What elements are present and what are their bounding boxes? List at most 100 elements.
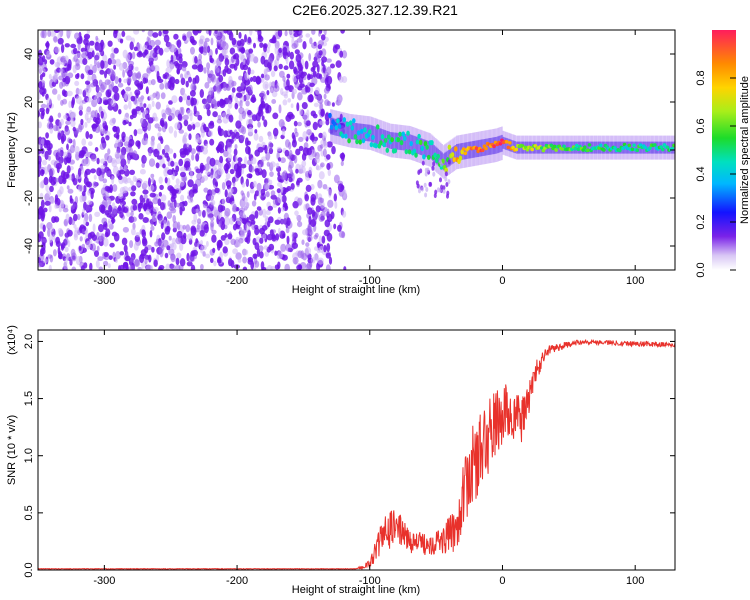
noise-speck <box>47 155 51 161</box>
noise-speck <box>175 165 180 173</box>
ridge-point <box>434 157 439 164</box>
noise-speck <box>228 31 234 41</box>
noise-speck <box>179 206 183 216</box>
ridge-halo <box>456 135 458 170</box>
tail-speck <box>417 170 421 175</box>
noise-speck <box>74 145 80 155</box>
noise-speck <box>294 210 299 216</box>
noise-speck <box>104 79 111 85</box>
tail-speck <box>429 181 433 187</box>
noise-speck <box>251 114 258 122</box>
noise-speck <box>262 43 268 49</box>
noise-speck <box>145 208 151 215</box>
noise-speck <box>200 224 204 231</box>
noise-speck <box>103 251 109 258</box>
noise-speck <box>189 194 193 203</box>
noise-speck <box>245 180 249 186</box>
colorbar: 0.0 0.2 0.4 0.6 0.8 Normalized spectral ampl… <box>695 30 750 278</box>
noise-speck <box>94 147 99 152</box>
noise-speck <box>64 246 69 253</box>
ridge-halo <box>438 141 441 176</box>
y-tick-label: 1.0 <box>23 448 35 463</box>
noise-speck <box>213 102 218 110</box>
noise-speck <box>102 178 108 184</box>
noise-speck <box>88 141 93 147</box>
ridge-halo <box>404 125 406 159</box>
noise-speck <box>152 197 159 205</box>
noise-speck <box>209 55 213 63</box>
ridge-band <box>352 122 355 140</box>
noise-speck <box>306 129 312 136</box>
ridge-point <box>562 144 566 149</box>
ridge-halo <box>340 111 343 146</box>
noise-speck <box>203 40 208 49</box>
noise-speck <box>151 246 155 253</box>
noise-speck <box>297 92 303 101</box>
noise-speck <box>171 188 177 197</box>
noise-speck <box>240 228 246 237</box>
spectrogram-y-ticks: -40 -20 0 20 40 <box>23 48 675 254</box>
noise-speck <box>135 106 141 112</box>
noise-speck <box>286 78 290 88</box>
ridge-band <box>587 141 589 154</box>
noise-speck <box>258 104 264 112</box>
noise-speck <box>71 96 75 106</box>
ridge-band <box>588 141 591 154</box>
noise-speck <box>162 163 166 169</box>
noise-speck <box>297 62 303 71</box>
noise-speck <box>114 257 118 263</box>
noise-speck <box>57 112 62 118</box>
noise-speck <box>211 234 217 243</box>
ridge-halo <box>388 123 390 157</box>
ridge-halo <box>348 113 351 148</box>
noise-speck <box>250 260 255 270</box>
noise-speck <box>245 145 251 155</box>
noise-speck <box>117 193 124 199</box>
noise-speck <box>343 266 347 270</box>
snr-ylabel: SNR (10 * v/v) <box>6 415 18 485</box>
noise-speck <box>309 37 313 45</box>
noise-speck <box>296 214 299 220</box>
noise-speck <box>189 169 193 179</box>
ridge-point <box>390 137 394 143</box>
noise-speck <box>48 235 53 243</box>
noise-speck <box>43 88 47 95</box>
x-tick-label: 0 <box>499 575 505 587</box>
noise-speck <box>225 180 232 188</box>
ridge-band <box>487 138 490 155</box>
noise-speck <box>292 74 297 83</box>
ridge-band <box>424 139 426 157</box>
ridge-point <box>426 154 431 160</box>
noise-speck <box>111 231 118 237</box>
noise-speck <box>276 188 281 194</box>
noise-speck <box>291 231 295 240</box>
ridge-band <box>344 121 347 138</box>
ridge-point <box>358 139 363 145</box>
noise-speck <box>218 30 224 37</box>
noise-speck <box>79 195 84 203</box>
noise-speck <box>188 133 192 141</box>
noise-speck <box>318 171 325 180</box>
noise-speck <box>251 200 257 207</box>
noise-speck <box>281 128 286 136</box>
noise-speck <box>287 111 294 118</box>
noise-speck <box>67 188 74 194</box>
ridge-point <box>672 143 675 148</box>
noise-speck <box>285 55 289 65</box>
ridge-band <box>372 125 374 143</box>
noise-speck <box>273 84 280 92</box>
noise-speck <box>57 32 62 39</box>
noise-speck <box>254 210 259 219</box>
noise-speck <box>78 124 83 133</box>
noise-speck <box>85 221 90 227</box>
noise-speck <box>292 201 299 209</box>
noise-speck <box>241 126 247 135</box>
noise-speck <box>68 100 72 108</box>
noise-speck <box>207 90 213 98</box>
noise-speck <box>46 50 51 58</box>
noise-speck <box>47 254 53 259</box>
noise-speck <box>122 69 125 78</box>
noise-speck <box>168 126 174 134</box>
noise-speck <box>118 63 125 71</box>
noise-speck <box>278 47 283 53</box>
